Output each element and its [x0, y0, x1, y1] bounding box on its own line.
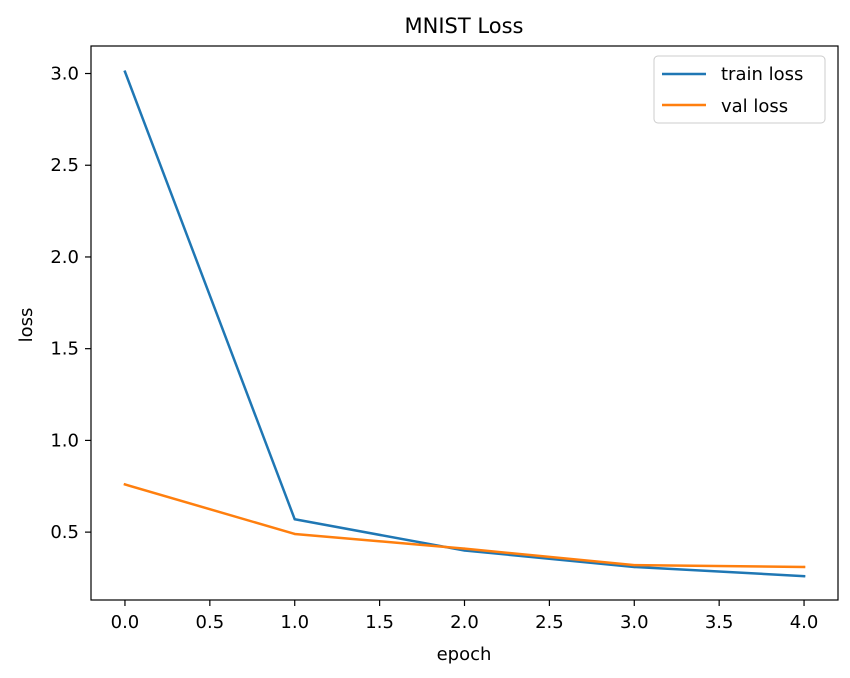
x-tick-label: 2.0	[450, 612, 479, 633]
legend-label-val-loss: val loss	[721, 96, 788, 117]
x-tick-label: 1.5	[365, 612, 394, 633]
x-tick-label: 3.0	[620, 612, 649, 633]
y-tick-label: 3.0	[50, 64, 79, 85]
legend-label-train-loss: train loss	[721, 64, 803, 85]
y-tick-label: 1.0	[50, 430, 79, 451]
data-point-val-loss	[463, 547, 466, 550]
x-tick-label: 2.5	[535, 612, 564, 633]
data-point-train-loss	[802, 574, 806, 578]
data-point-val-loss	[123, 483, 127, 486]
x-axis-title: epoch	[437, 644, 492, 665]
y-tick-label: 2.0	[50, 247, 79, 268]
legend: train loss val loss	[653, 55, 826, 124]
plot-area-background	[91, 46, 838, 600]
chart-title: MNIST Loss	[405, 14, 524, 38]
y-axis-title: loss	[16, 308, 37, 343]
data-point-train-loss	[293, 518, 296, 521]
data-point-val-loss	[633, 563, 636, 567]
y-tick-label: 0.5	[50, 522, 79, 543]
x-tick-label: 3.5	[705, 612, 734, 633]
series-lines	[123, 70, 806, 578]
y-axis-ticks: 0.5 1.0 1.5 2.0 2.5 3.0	[50, 64, 91, 543]
x-tick-label: 0.5	[196, 612, 225, 633]
x-tick-label: 4.0	[790, 612, 819, 633]
x-tick-label: 1.0	[280, 612, 309, 633]
data-point-train-loss	[123, 70, 127, 73]
plot-area-frame	[90, 45, 839, 601]
x-tick-label: 0.0	[111, 612, 140, 633]
data-point-val-loss	[293, 532, 296, 536]
x-axis-ticks: 0.0 0.5 1.0 1.5 2.0 2.5 3.0 3.5 4.0	[111, 600, 819, 633]
y-tick-label: 2.5	[50, 155, 79, 176]
data-point-val-loss	[802, 565, 806, 569]
y-tick-label: 1.5	[50, 339, 79, 360]
